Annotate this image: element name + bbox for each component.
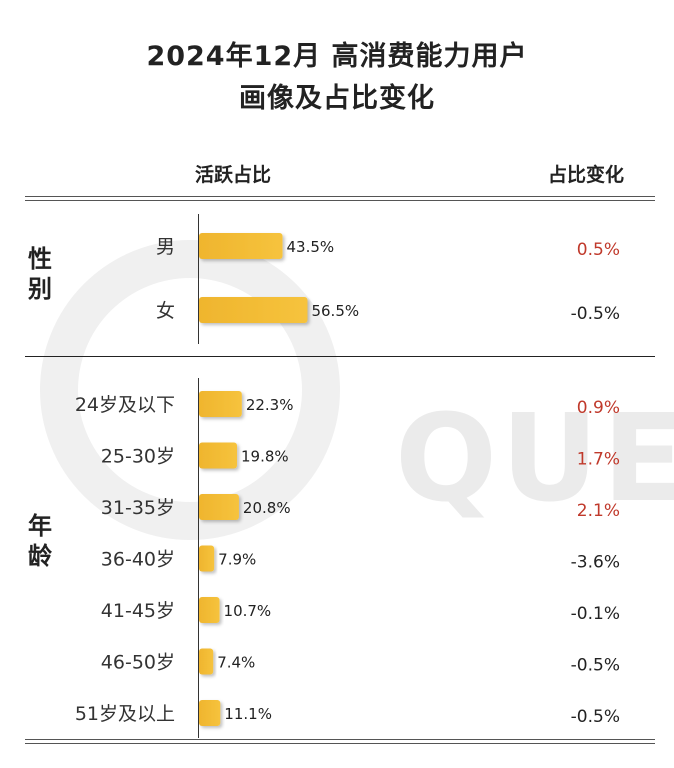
category-label: 46-50岁 <box>101 652 175 674</box>
change-value: -3.6% <box>571 553 620 573</box>
change-value: -0.5% <box>571 304 620 324</box>
bar <box>199 648 214 675</box>
data-label: 20.8% <box>243 499 291 517</box>
category-label: 女 <box>156 300 175 322</box>
data-label: 56.5% <box>311 302 359 320</box>
category-label: 36-40岁 <box>101 549 175 571</box>
watermark-text: QUE <box>395 390 674 529</box>
change-value: -0.5% <box>571 656 620 676</box>
bar <box>199 442 238 469</box>
category-label: 男 <box>156 236 175 258</box>
category-label: 31-35岁 <box>101 497 175 519</box>
category-label: 51岁及以上 <box>75 703 175 725</box>
change-value: -0.1% <box>571 604 620 624</box>
change-value: 0.9% <box>577 398 620 418</box>
change-value: 0.5% <box>577 240 620 260</box>
group-label-age: 年龄 <box>28 512 52 570</box>
section-divider <box>25 356 655 357</box>
data-label: 7.4% <box>217 654 255 672</box>
change-value: -0.5% <box>571 707 620 727</box>
category-label: 41-45岁 <box>101 600 175 622</box>
footer-rule-top <box>25 739 655 740</box>
bar <box>199 391 242 417</box>
gender-axis <box>198 214 199 344</box>
data-label: 19.8% <box>241 448 289 466</box>
chart-title-line1: 2024年12月 高消费能力用户 <box>146 41 528 72</box>
data-label: 11.1% <box>224 705 272 723</box>
bar <box>199 494 239 520</box>
data-label: 10.7% <box>224 602 272 620</box>
bar <box>199 700 221 726</box>
bar <box>199 597 220 623</box>
data-label: 22.3% <box>246 396 294 414</box>
change-value: 2.1% <box>577 501 620 521</box>
chart-title-line2: 画像及占比变化 <box>239 83 435 114</box>
bar <box>199 545 215 572</box>
footer-rule-bottom <box>25 743 655 744</box>
header-rule-bottom <box>25 200 655 201</box>
header-rule-top <box>25 196 655 197</box>
bar <box>199 233 283 259</box>
change-value: 1.7% <box>577 450 620 470</box>
header-active-share: 活跃占比 <box>195 164 272 186</box>
category-label: 25-30岁 <box>101 446 175 468</box>
bar <box>199 297 308 323</box>
header-share-change: 占比变化 <box>548 164 625 186</box>
data-label: 7.9% <box>218 551 256 569</box>
group-label-gender: 性别 <box>28 245 52 303</box>
category-label: 24岁及以下 <box>75 394 175 416</box>
age-axis <box>198 378 199 738</box>
data-label: 43.5% <box>287 238 335 256</box>
